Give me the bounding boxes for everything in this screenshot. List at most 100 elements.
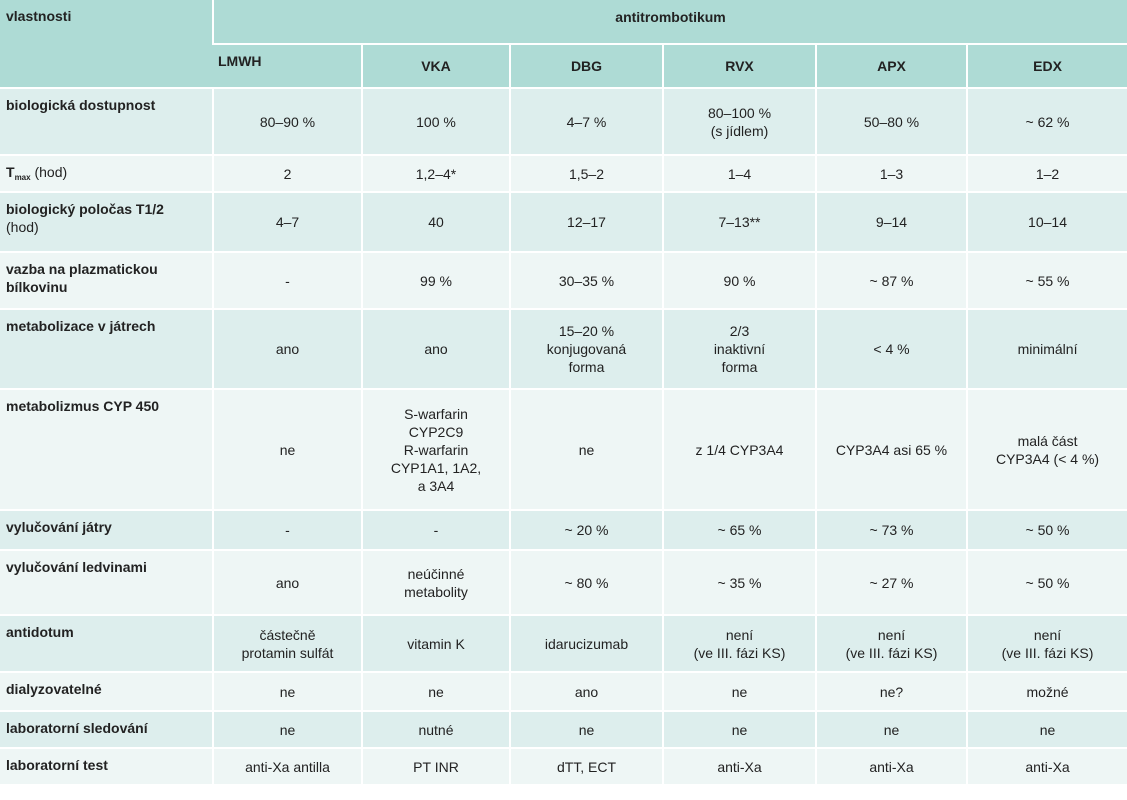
row-label-unit: (hod) (6, 219, 39, 235)
row-label-text: antidotum (6, 624, 74, 640)
cell-line: CYP3A4 asi 65 % (835, 441, 948, 458)
cell-line: 80–90 % (259, 113, 316, 130)
table-row: laboratorní sledování ne nutné ne ne ne ne (0, 712, 1127, 749)
table-cell: ~ 87 % (815, 253, 966, 310)
row-label-text: metabolizace v játrech (6, 318, 156, 334)
table-cell: částečně protamin sulfát (212, 616, 361, 673)
table-cell: ano (212, 551, 361, 616)
cell-line: dTT, ECT (556, 758, 617, 775)
table-cell: < 4 % (815, 310, 966, 390)
cell-line: ne? (879, 683, 904, 700)
cell-line: ~ 20 % (564, 522, 609, 538)
table-cell: ne? (815, 673, 966, 712)
cell-line: 1–4 (727, 165, 752, 182)
cell-line: anti-Xa antilla (245, 758, 330, 775)
table-header: vlastnosti antitrombotikum LMWH VKA DBG … (0, 0, 1127, 89)
cell-line: není (877, 626, 906, 643)
cell-line: ne (428, 683, 444, 700)
table-cell: není (ve III. fázi KS) (662, 616, 815, 673)
table-cell: 1–2 (966, 156, 1127, 193)
cell-line: ne (1039, 721, 1056, 738)
row-label: laboratorní test (0, 749, 212, 786)
row-label: antidotum (0, 616, 212, 673)
cell-line: 2/3 (729, 323, 750, 339)
table-cell: anti-Xa (815, 749, 966, 786)
table-cell: ano (212, 310, 361, 390)
row-label-subscript: max (14, 173, 31, 182)
cell-line: 100 % (416, 113, 456, 130)
row-label-text: vazba na plazmatickou bílkovinu (6, 261, 158, 295)
table-cell: ~ 35 % (662, 551, 815, 616)
cell-line: (ve III. fázi KS) (1001, 644, 1094, 661)
row-label-text: dialyzovatelné (6, 681, 102, 697)
cell-line: 80–100 % (707, 104, 772, 121)
cell-line: 4–7 % (566, 113, 607, 130)
row-label: laboratorní sledování (0, 712, 212, 749)
table-cell: 9–14 (815, 193, 966, 253)
cell-line: anti-Xa (869, 758, 914, 775)
cell-line: ~ 35 % (717, 574, 762, 591)
table-row: biologický poločas T1/2 (hod) 4–7 40 12–17 7–… (0, 193, 1127, 253)
cell-line: metabolity (404, 583, 468, 600)
table-row: biologická dostupnost 80–90 % 100 % 4–7 % 80… (0, 89, 1127, 156)
table-cell: 4–7 % (509, 89, 662, 156)
table-cell: PT INR (361, 749, 509, 786)
cell-line: částečně (259, 626, 316, 643)
cell-line: ne (578, 721, 595, 738)
table-cell: ne (815, 712, 966, 749)
table-cell: neúčinné metabolity (361, 551, 509, 616)
table-cell: ne (966, 712, 1127, 749)
cell-line: ~ 50 % (1025, 522, 1070, 538)
table-cell: ~ 62 % (966, 89, 1127, 156)
table-cell: anti-Xa (966, 749, 1127, 786)
table-cell: 30–35 % (509, 253, 662, 310)
table-cell: ~ 80 % (509, 551, 662, 616)
cell-line: CYP2C9 (408, 423, 464, 440)
cell-line: 99 % (420, 272, 452, 289)
cell-line: a 3A4 (417, 477, 455, 494)
cell-line: není (725, 626, 754, 643)
cell-line: z 1/4 CYP3A4 (695, 441, 784, 458)
table-cell: malá část CYP3A4 (< 4 %) (966, 390, 1127, 511)
cell-line: 40 (428, 214, 444, 230)
table-row: laboratorní test anti-Xa antilla PT INR dTT… (0, 749, 1127, 786)
cell-line: protamin sulfát (241, 644, 334, 661)
table-cell: 80–90 % (212, 89, 361, 156)
row-label-text: T (6, 164, 15, 180)
row-label: biologický poločas T1/2 (hod) (0, 193, 212, 253)
table-cell: anti-Xa (662, 749, 815, 786)
row-label: vazba na plazmatickou bílkovinu (0, 253, 212, 310)
table-cell: ne (212, 712, 361, 749)
cell-line: - (285, 272, 290, 289)
table-cell: 80–100 % (s jídlem) (662, 89, 815, 156)
cell-line: není (1033, 626, 1062, 643)
table-cell: 7–13** (662, 193, 815, 253)
cell-line: 50–80 % (863, 113, 920, 130)
cell-line: 15–20 % (558, 323, 615, 339)
cell-line: ~ 55 % (1025, 272, 1070, 289)
table-cell: ne (361, 673, 509, 712)
table-row: vazba na plazmatickou bílkovinu - 99 % 30–3… (0, 253, 1127, 310)
table-cell: ne (662, 712, 815, 749)
cell-line: ~ 65 % (717, 522, 762, 538)
row-label-text: biologický poločas T1/2 (6, 201, 164, 217)
cell-line: nutné (418, 721, 454, 738)
cell-line: (ve III. fázi KS) (693, 644, 786, 661)
table-cell: ~ 50 % (966, 511, 1127, 551)
cell-line: CYP1A1, 1A2, (390, 459, 482, 476)
row-label: dialyzovatelné (0, 673, 212, 712)
table-cell: 15–20 % konjugovaná forma (509, 310, 662, 390)
cell-line: ~ 80 % (564, 574, 609, 591)
table-cell: 1,2–4* (361, 156, 509, 193)
row-label: vylučování ledvinami (0, 551, 212, 616)
cell-line: (s jídlem) (710, 122, 769, 139)
cell-line: (ve III. fázi KS) (845, 644, 938, 661)
cell-line: 30–35 % (558, 272, 615, 289)
cell-line: minimální (1017, 341, 1078, 357)
cell-line: možné (1026, 683, 1069, 700)
table-cell: - (212, 511, 361, 551)
row-label-unit: (hod) (34, 164, 68, 180)
cell-line: malá část (1017, 432, 1078, 449)
table-cell: ~ 20 % (509, 511, 662, 551)
table-cell: ne (662, 673, 815, 712)
